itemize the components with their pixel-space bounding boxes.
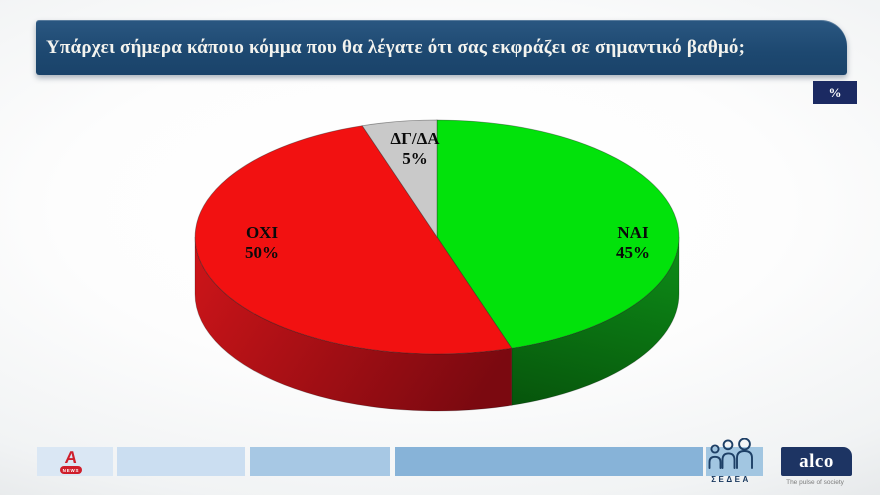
pie-slice-2 [361,119,438,239]
pie-slice-value: 50% [245,243,279,262]
sedea-people-icon [708,437,753,469]
pie-slice-label-0: ΝΑΙ 45% [616,223,650,263]
pie-slice-name: ΝΑΙ [617,223,649,242]
question-banner: Υπάρχει σήμερα κάποιο κόμμα που θα λέγατ… [36,20,847,75]
footer-band-segment-4 [395,447,703,476]
alco-wordmark: alco [799,450,834,472]
pie-slice-value: 5% [402,149,428,168]
percent-unit-badge: % [813,81,857,104]
pie-slice-label-2: ΔΓ/ΔΑ 5% [390,129,439,169]
pie-slice-side-1 [194,236,513,412]
pie-slice-value: 45% [616,243,650,262]
alpha-news-banner: NEWS [60,466,82,474]
pie-slice-1 [194,125,513,355]
sedea-label: ΣΕΔΕΑ [711,475,751,484]
alpha-letter: A [63,448,79,467]
alpha-news-logo: A NEWS [58,448,84,474]
pie-slice-side-0 [511,236,680,406]
footer-band-segment-2 [117,447,245,476]
pie-slice-name: ΔΓ/ΔΑ [390,129,440,148]
footer-band-segment-3 [250,447,390,476]
percent-unit-text: % [828,84,842,100]
question-text: Υπάρχει σήμερα κάποιο κόμμα που θα λέγατ… [46,36,746,58]
pie-slice-label-1: ΟΧΙ 50% [245,223,279,263]
sedea-logo: ΣΕΔΕΑ [701,437,761,484]
alco-tagline: The pulse of society [786,479,844,486]
pie-slice-0 [436,119,680,349]
alco-logo: alco [781,447,852,476]
pie-slice-name: ΟΧΙ [245,223,279,242]
